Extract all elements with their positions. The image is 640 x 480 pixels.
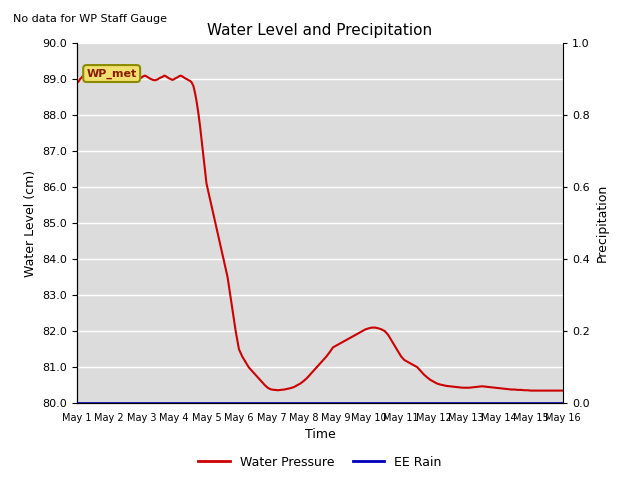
Text: WP_met: WP_met (86, 68, 137, 79)
X-axis label: Time: Time (305, 429, 335, 442)
Title: Water Level and Precipitation: Water Level and Precipitation (207, 23, 433, 38)
Y-axis label: Precipitation: Precipitation (596, 184, 609, 263)
Legend: Water Pressure, EE Rain: Water Pressure, EE Rain (193, 451, 447, 474)
Y-axis label: Water Level (cm): Water Level (cm) (24, 169, 36, 277)
Text: No data for WP Staff Gauge: No data for WP Staff Gauge (13, 14, 167, 24)
